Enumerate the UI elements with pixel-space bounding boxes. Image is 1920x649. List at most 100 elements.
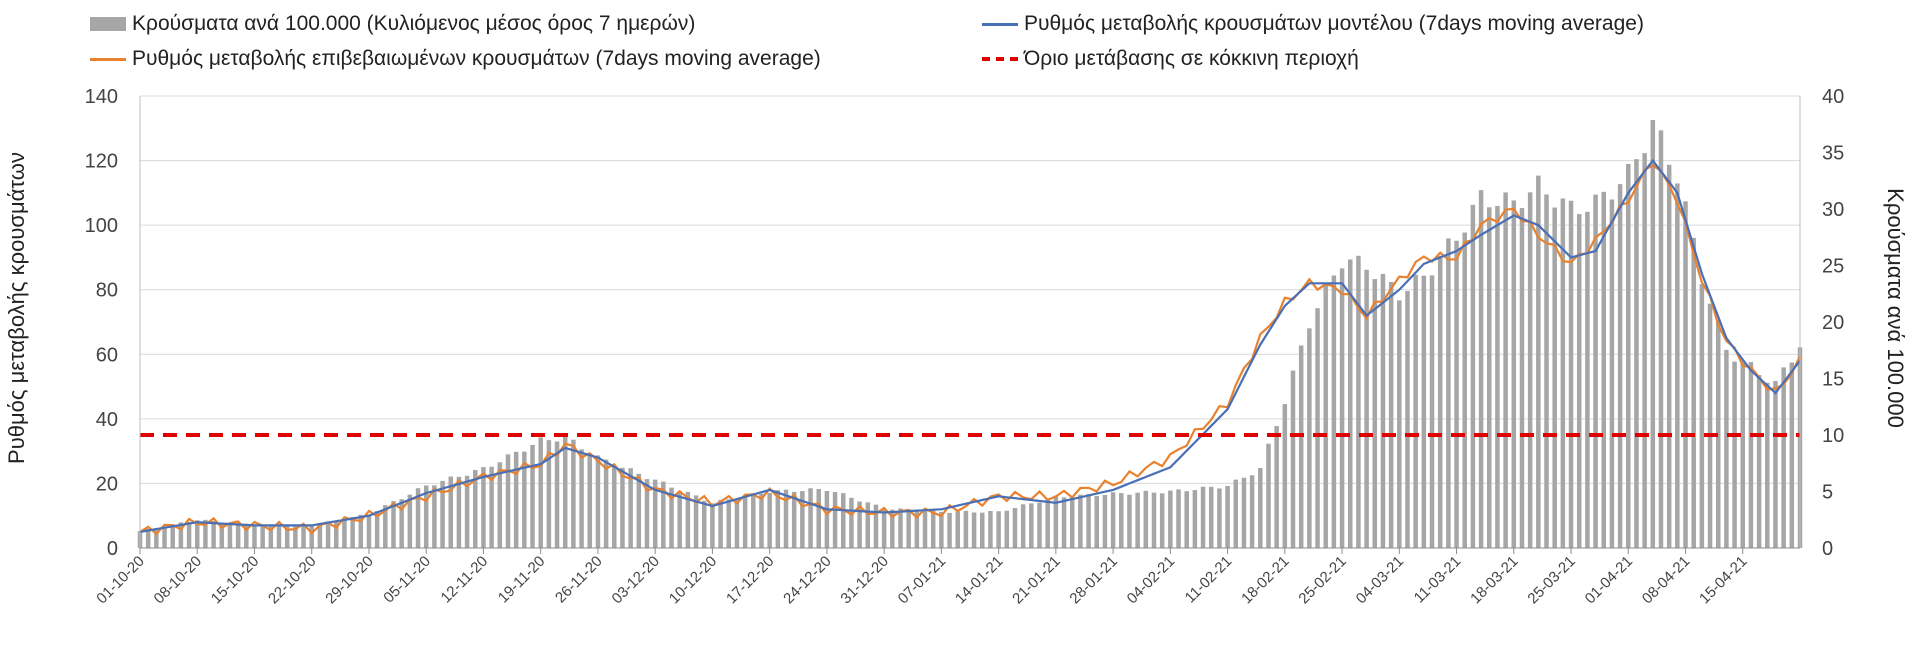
y-tick-right: 10	[1822, 425, 1844, 447]
bar	[759, 493, 764, 548]
bar	[914, 511, 920, 548]
x-tick-label: 15-04-21	[1696, 553, 1750, 607]
x-tick-label: 04-02-21	[1124, 553, 1178, 607]
bar	[1585, 211, 1590, 549]
bar	[1429, 275, 1435, 548]
bar	[873, 504, 879, 548]
bar	[571, 439, 576, 548]
bar	[178, 522, 184, 548]
bar	[1544, 194, 1549, 548]
bar	[1593, 194, 1598, 548]
bar	[244, 524, 249, 548]
bar	[1290, 370, 1296, 548]
bar	[841, 493, 846, 548]
bar	[1560, 198, 1566, 548]
bar	[652, 479, 658, 548]
bar	[489, 466, 494, 548]
bar	[1487, 207, 1492, 548]
y-axis-label-right: Κρούσματα ανά 100.000	[1883, 188, 1908, 428]
bar	[701, 500, 707, 548]
bar	[432, 485, 437, 548]
bar	[628, 468, 633, 548]
y-tick-left: 140	[85, 86, 118, 108]
bar	[522, 451, 527, 548]
bar	[1462, 232, 1467, 548]
bar	[710, 503, 715, 548]
bar	[252, 526, 257, 548]
bar	[988, 511, 993, 548]
bar	[1176, 489, 1181, 548]
bar	[1601, 191, 1606, 548]
bar	[162, 526, 167, 548]
bar	[1233, 479, 1239, 548]
bar	[1634, 159, 1639, 549]
y-tick-left: 0	[107, 538, 118, 560]
bar	[145, 528, 151, 548]
x-tick-label: 11-03-21	[1411, 553, 1465, 607]
bar	[1331, 275, 1337, 548]
bar	[669, 487, 674, 548]
bar	[1151, 492, 1157, 548]
bar	[1478, 190, 1484, 548]
bar-series	[137, 120, 1803, 549]
bar	[284, 525, 290, 548]
bar	[636, 473, 642, 548]
bar	[791, 491, 797, 548]
bar	[1168, 490, 1173, 548]
bar	[1217, 488, 1222, 548]
bar	[1037, 502, 1042, 548]
bar	[1094, 496, 1099, 548]
bar	[1446, 238, 1451, 549]
bar	[857, 501, 862, 548]
bar	[342, 519, 347, 548]
bar	[1724, 349, 1729, 548]
bar	[1274, 426, 1279, 548]
bar	[473, 470, 478, 548]
bar	[1454, 240, 1459, 548]
bar	[1675, 183, 1680, 548]
bar	[718, 499, 723, 548]
bar	[1511, 200, 1517, 548]
x-tick-label: 01-04-21	[1582, 553, 1636, 607]
x-tick-label: 08-04-21	[1639, 553, 1693, 607]
x-tick-label: 15-10-20	[208, 553, 262, 607]
bar	[824, 490, 830, 548]
legend-swatch-model	[982, 22, 1018, 26]
bar	[456, 476, 462, 548]
bar	[783, 489, 789, 548]
bar	[513, 451, 519, 548]
bar	[1527, 192, 1533, 549]
bar	[481, 467, 486, 548]
x-tick-label: 18-02-21	[1238, 553, 1292, 607]
bar	[1519, 208, 1525, 548]
bar	[1666, 164, 1672, 549]
bar	[423, 485, 429, 548]
bar	[1626, 163, 1631, 548]
y-tick-left: 100	[85, 215, 118, 237]
bar	[1135, 492, 1140, 548]
bar	[775, 490, 781, 548]
y-tick-right: 5	[1822, 482, 1833, 504]
bar	[1495, 205, 1500, 548]
x-tick-label: 14-01-21	[952, 553, 1006, 607]
x-tick-label: 19-11-20	[495, 553, 549, 607]
gridlines	[140, 95, 1800, 549]
bar	[301, 525, 306, 548]
bar	[1781, 367, 1786, 548]
bar	[309, 526, 314, 548]
bar	[726, 499, 732, 548]
bar	[1159, 493, 1165, 548]
bar	[276, 525, 282, 548]
bar	[391, 501, 396, 548]
bar	[1552, 207, 1557, 548]
bar	[865, 502, 871, 548]
bar	[603, 459, 609, 548]
x-tick-label: 11-02-21	[1182, 553, 1236, 607]
y-tick-left: 80	[96, 280, 118, 302]
bar	[816, 489, 821, 548]
bar	[1053, 495, 1059, 548]
bar	[1192, 490, 1198, 548]
bar	[538, 437, 543, 548]
bar	[1388, 281, 1394, 548]
bar	[808, 488, 813, 548]
